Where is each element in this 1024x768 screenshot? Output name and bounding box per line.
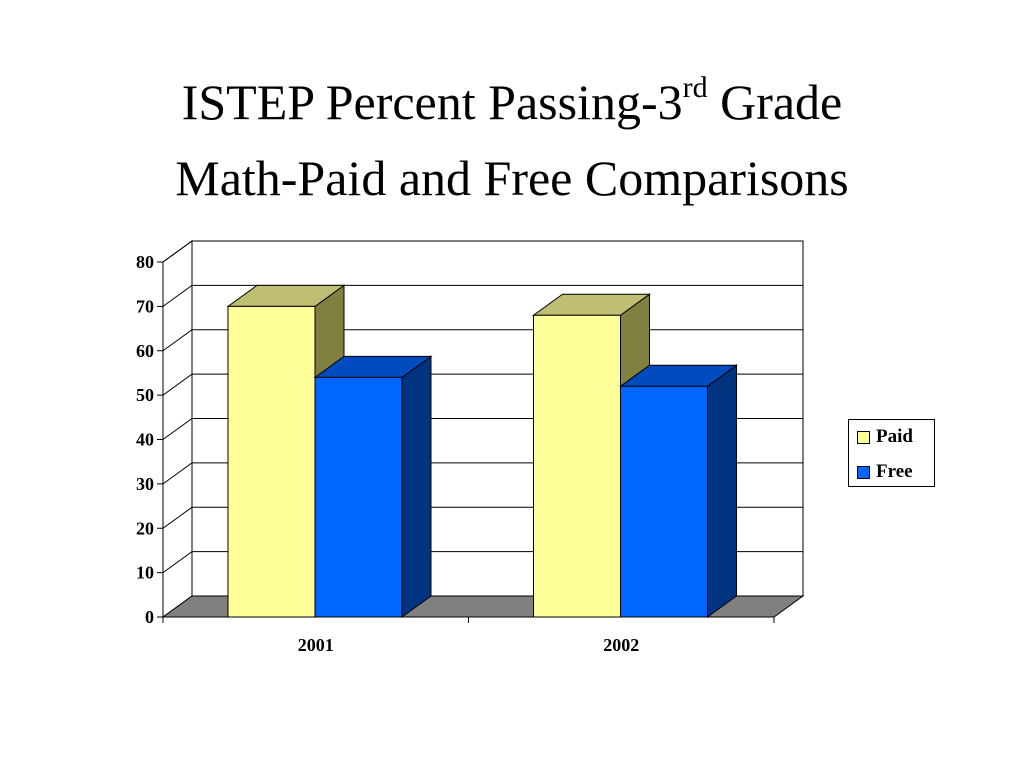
x-tick-label: 2001 xyxy=(298,635,334,655)
legend-label-paid: Paid xyxy=(876,426,913,447)
chart-bars xyxy=(226,284,739,618)
chart-axes xyxy=(157,261,775,623)
y-tick-label: 10 xyxy=(136,563,154,583)
title-line-1: ISTEP Percent Passing-3rd Grade xyxy=(181,71,843,131)
y-tick-label: 40 xyxy=(136,430,154,450)
y-tick-label: 30 xyxy=(136,474,154,494)
bar-free-2001 xyxy=(313,355,433,618)
chart-labels: 0 10 20 30 40 50 60 70 80 2001 2002 xyxy=(136,252,639,655)
y-tick-label: 70 xyxy=(136,296,154,316)
legend-item-free: Free xyxy=(857,461,913,482)
bar-front xyxy=(620,385,708,618)
legend-label-free: Free xyxy=(876,461,913,482)
title-superscript: rd xyxy=(682,71,708,104)
y-tick-label: 60 xyxy=(136,341,154,361)
bar-side xyxy=(707,364,737,618)
gridline xyxy=(162,284,803,307)
bar-free-2002 xyxy=(618,364,739,618)
y-tick-label: 80 xyxy=(136,252,154,272)
page-title: ISTEP Percent Passing-3rd Grade Math-Pai… xyxy=(0,64,1024,216)
bar-front xyxy=(533,314,621,618)
y-tick-label: 50 xyxy=(136,385,154,405)
x-tick-label: 2002 xyxy=(603,635,639,655)
legend-swatch-free xyxy=(857,465,870,479)
bar-side xyxy=(401,355,432,618)
y-tick-label: 0 xyxy=(145,607,154,627)
legend-item-paid: Paid xyxy=(857,426,913,447)
gridline xyxy=(162,240,803,263)
y-tick-label: 20 xyxy=(136,518,154,538)
bar-front xyxy=(314,376,403,618)
bar-front xyxy=(227,305,316,618)
legend-swatch-paid xyxy=(857,430,870,444)
title-line-2: Math-Paid and Free Comparisons xyxy=(175,150,849,206)
chart-legend: Paid Free xyxy=(848,419,935,487)
